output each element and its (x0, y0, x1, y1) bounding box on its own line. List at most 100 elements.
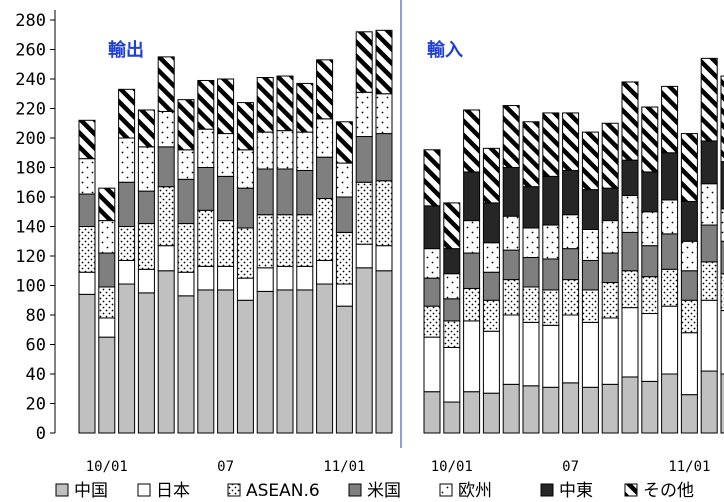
bar-segment-imports-middle-east (423, 205, 441, 250)
bar-segment-imports-others (601, 122, 619, 189)
legend-swatch-middle-east (540, 483, 554, 497)
bar-segment-exports-usa (335, 196, 353, 233)
bar-segment-imports-china (720, 373, 724, 434)
bar-segment-exports-japan (276, 265, 294, 291)
bar-segment-exports-others (375, 29, 393, 95)
bar-segment-imports-europe (700, 183, 718, 226)
bar-segment-imports-japan (581, 321, 599, 388)
y-tick-label: 240 (15, 70, 46, 90)
bar-segment-imports-others (680, 133, 698, 202)
legend-swatch-europe (439, 483, 453, 497)
bar-segment-exports-japan (98, 317, 116, 338)
bar-segment-exports-china (355, 267, 373, 434)
bar-segment-imports-china (443, 401, 461, 434)
bar-segment-imports-usa (482, 271, 500, 301)
bar-segment-imports-asean6 (720, 273, 724, 312)
y-tick-label: 60 (26, 336, 46, 356)
x-tick-label: 10/01 (431, 459, 473, 475)
bar-segment-imports-europe (601, 220, 619, 254)
bar-segment-imports-middle-east (542, 175, 560, 226)
y-tick-label: 80 (26, 306, 46, 326)
bar-segment-exports-china (118, 283, 136, 434)
bar-segment-imports-usa (720, 240, 724, 275)
bar-segment-exports-usa (157, 146, 175, 188)
bar-segment-imports-asean6 (601, 282, 619, 319)
y-tick-label: 280 (15, 11, 46, 31)
bar-segment-imports-others (542, 112, 560, 177)
bar-segment-imports-europe (482, 242, 500, 273)
y-tick-label: 40 (26, 365, 46, 385)
bar-segment-imports-japan (443, 346, 461, 403)
bar-segment-exports-japan (375, 245, 393, 272)
bar-segment-exports-asean6 (157, 186, 175, 247)
bar-segment-exports-japan (137, 268, 155, 294)
bar-segment-imports-others (621, 81, 639, 161)
bar-segment-imports-europe (443, 273, 461, 300)
panel-label-imports: 輸入 (427, 39, 463, 61)
legend-swatch-others (624, 483, 638, 497)
bar-segment-imports-usa (542, 258, 560, 291)
bar-segment-imports-usa (621, 231, 639, 272)
bar-segment-imports-middle-east (562, 169, 580, 216)
bar-segment-exports-others (256, 77, 274, 133)
bar-segment-imports-china (502, 383, 520, 434)
bar-segment-imports-europe (621, 195, 639, 233)
bar-segment-imports-japan (621, 307, 639, 378)
bar-segment-imports-usa (443, 298, 461, 322)
bar-segment-imports-usa (601, 252, 619, 284)
bar-segment-exports-japan (355, 243, 373, 269)
bar-segment-imports-usa (581, 259, 599, 291)
bar-segment-exports-usa (276, 168, 294, 216)
legend-swatch-china (55, 483, 69, 497)
bar-segment-imports-europe (562, 214, 580, 250)
bar-segment-exports-asean6 (177, 223, 195, 273)
bar-segment-exports-japan (236, 277, 254, 301)
bar-segment-exports-china (78, 293, 96, 434)
bar-segment-exports-others (276, 75, 294, 132)
bar-segment-exports-usa (197, 167, 215, 211)
bar-segment-imports-usa (641, 245, 659, 278)
bar-segment-imports-asean6 (581, 289, 599, 323)
legend-label-usa: 米国 (367, 481, 401, 501)
bar-segment-imports-usa (463, 252, 481, 289)
bar-segment-imports-japan (700, 299, 718, 372)
bar-segment-exports-europe (335, 162, 353, 198)
x-tick-label: 11/01 (668, 459, 710, 475)
bar-segment-imports-china (542, 386, 560, 434)
bar-segment-imports-china (621, 376, 639, 434)
bar-segment-exports-europe (137, 146, 155, 192)
bar-segment-exports-japan (256, 267, 274, 292)
bar-segment-exports-asean6 (197, 209, 215, 267)
bar-segment-imports-china (482, 392, 500, 434)
y-tick-label: 120 (15, 247, 46, 267)
bar-segment-imports-asean6 (463, 287, 481, 322)
bar-segment-exports-others (217, 78, 235, 135)
bar-segment-exports-usa (137, 190, 155, 225)
bar-segment-imports-china (700, 370, 718, 434)
bar-segment-exports-japan (335, 283, 353, 307)
bar-segment-exports-asean6 (78, 226, 96, 273)
bar-segment-imports-japan (680, 332, 698, 396)
bar-segment-imports-middle-east (581, 189, 599, 230)
bar-segment-exports-usa (236, 187, 254, 229)
bar-segment-imports-others (423, 149, 441, 207)
bar-segment-imports-asean6 (522, 286, 540, 323)
bar-segment-exports-others (355, 31, 373, 93)
bar-segment-exports-europe (355, 91, 373, 138)
bar-segment-imports-middle-east (601, 187, 619, 222)
bar-segment-imports-europe (522, 227, 540, 258)
legend-label-japan: 日本 (156, 481, 190, 501)
bar-segment-imports-japan (463, 320, 481, 393)
bar-segment-exports-asean6 (355, 181, 373, 245)
x-tick-label: 07 (217, 459, 234, 475)
bar-segment-imports-asean6 (700, 261, 718, 301)
bar-segment-exports-others (137, 109, 155, 148)
bar-segment-imports-china (463, 391, 481, 434)
bar-segment-imports-others (700, 57, 718, 142)
bar-segment-exports-others (177, 99, 195, 151)
bar-segment-imports-asean6 (502, 279, 520, 316)
y-tick-label: 140 (15, 218, 46, 238)
bar-segment-exports-japan (197, 265, 215, 291)
bar-segment-imports-china (562, 382, 580, 434)
